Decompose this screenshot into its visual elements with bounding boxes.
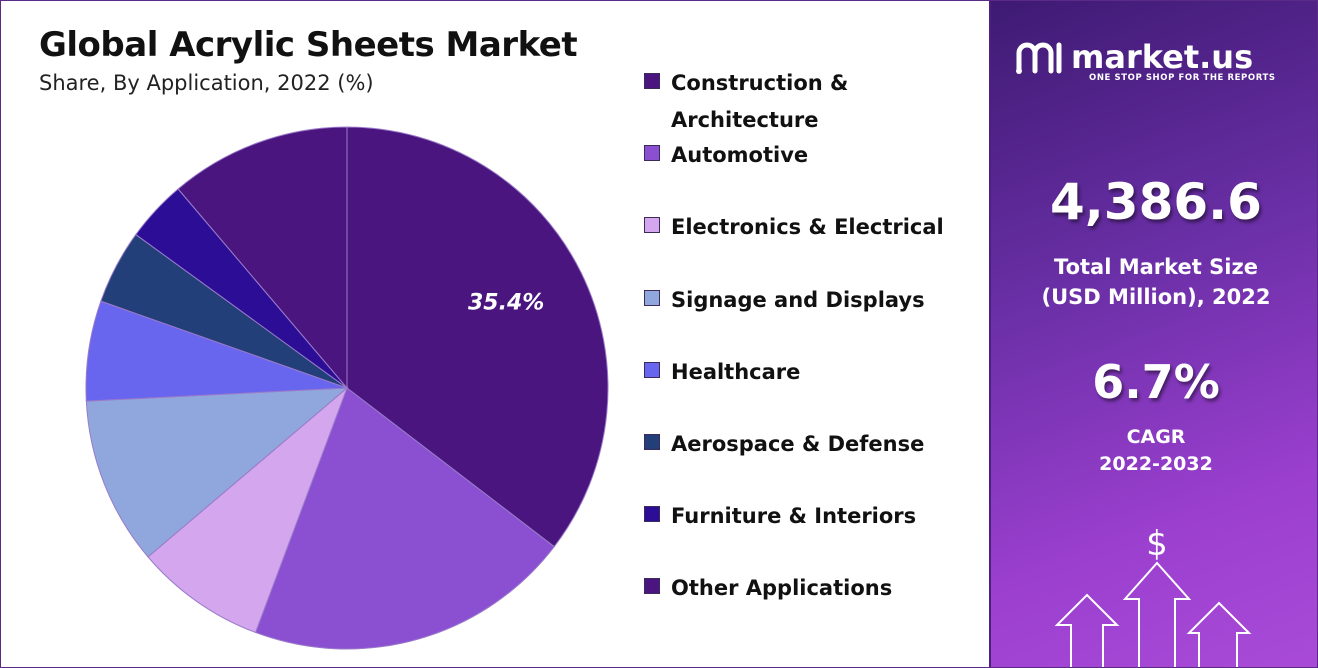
chart-subtitle: Share, By Application, 2022 (%) (39, 71, 374, 95)
brand-tagline: ONE STOP SHOP FOR THE REPORTS (1089, 73, 1276, 83)
legend-swatch (644, 578, 660, 594)
legend-label-line: Other Applications (671, 576, 893, 600)
market-size-label-1: Total Market Size (1054, 255, 1258, 279)
legend-label: Furniture & Interiors (671, 498, 916, 535)
legend-label-line: Signage and Displays (671, 288, 925, 312)
legend-label: Other Applications (671, 570, 892, 607)
legend-item: Other Applications (644, 570, 892, 607)
legend-item: Furniture & Interiors (644, 498, 916, 535)
brand-name: market.us (1071, 38, 1254, 76)
pie-slice-1 (254, 387, 555, 650)
legend-label: Signage and Displays (671, 282, 925, 319)
growth-arrows-icon: $ (1054, 524, 1252, 667)
legend-label-line: Construction & (671, 71, 849, 95)
pie-slice-0 (346, 126, 609, 548)
legend-swatch (644, 145, 660, 161)
chart-title: Global Acrylic Sheets Market (39, 25, 578, 65)
market-size-value: 4,386.6 (1050, 173, 1262, 231)
legend-label-line: Furniture & Interiors (671, 504, 917, 528)
pie-slice-7 (177, 126, 348, 390)
legend-swatch (644, 434, 660, 450)
legend-item: Signage and Displays (644, 282, 925, 319)
legend-swatch (644, 73, 660, 89)
pie-data-label-0: 35.4% (468, 290, 544, 315)
brand: market.us (1013, 37, 1253, 77)
legend-item: Construction & Architecture (644, 65, 848, 139)
legend-item: Healthcare (644, 354, 800, 391)
legend-item: Aerospace & Defense (644, 426, 924, 463)
pie-chart: 35.4% (85, 126, 609, 650)
cagr-label: CAGR (1126, 426, 1186, 448)
legend-item: Electronics & Electrical (644, 209, 944, 246)
cagr-value: 6.7% (1092, 355, 1220, 409)
market-size-label-2: (USD Million), 2022 (1041, 285, 1271, 309)
cagr-period: 2022-2032 (1099, 453, 1213, 475)
legend-swatch (644, 506, 660, 522)
legend-label: Aerospace & Defense (671, 426, 924, 463)
legend-label: Construction & Architecture (671, 65, 848, 139)
legend-label: Electronics & Electrical (671, 209, 944, 246)
pie-slice-2 (147, 386, 349, 634)
legend-label-line: Architecture (671, 108, 819, 132)
legend-swatch (644, 362, 660, 378)
stats-panel: market.us ONE STOP SHOP FOR THE REPORTS … (989, 1, 1317, 667)
legend-item: Automotive (644, 137, 808, 174)
market-us-logo-icon (1016, 42, 1062, 74)
legend-label-line: Healthcare (671, 360, 801, 384)
legend-label: Healthcare (671, 354, 800, 391)
dollar-icon: $ (1146, 524, 1168, 564)
legend-swatch (644, 217, 660, 233)
legend-label-line: Automotive (671, 143, 809, 167)
legend-label: Automotive (671, 137, 808, 174)
pie-slice-3 (85, 387, 349, 558)
legend-swatch (644, 290, 660, 306)
legend-label-line: Electronics & Electrical (671, 215, 944, 239)
legend-label-line: Aerospace & Defense (671, 432, 925, 456)
